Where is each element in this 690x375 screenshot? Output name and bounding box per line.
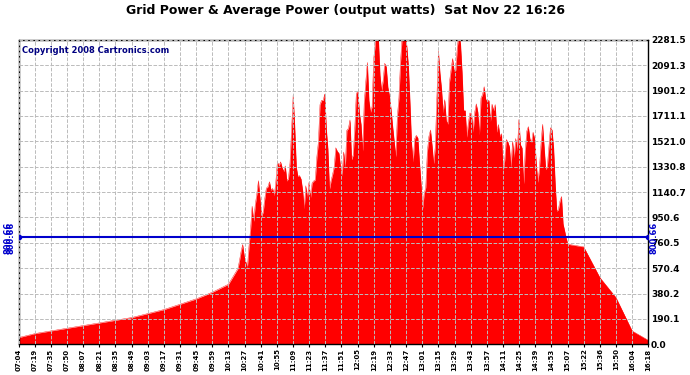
Text: 800.66: 800.66 — [3, 221, 12, 254]
Text: 800.66: 800.66 — [650, 221, 659, 254]
Text: 800.66: 800.66 — [6, 221, 15, 254]
Text: Grid Power & Average Power (output watts)  Sat Nov 22 16:26: Grid Power & Average Power (output watts… — [126, 4, 564, 17]
Text: Copyright 2008 Cartronics.com: Copyright 2008 Cartronics.com — [21, 46, 169, 55]
